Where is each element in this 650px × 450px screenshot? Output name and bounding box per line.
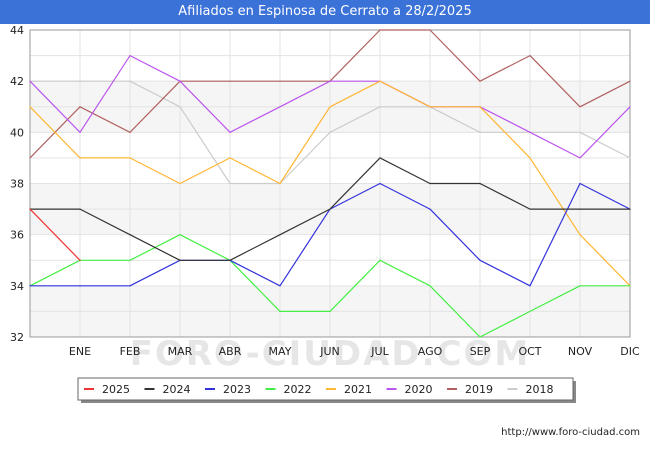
y-tick-label: 32 [10, 331, 24, 344]
legend-item-2018: 2018 [507, 383, 554, 396]
legend-item-2020: 2020 [386, 383, 433, 396]
legend-item-2025: 2025 [84, 383, 130, 396]
legend-label: 2020 [405, 383, 433, 396]
x-tick-label: NOV [568, 345, 593, 358]
y-tick-label: 40 [10, 126, 24, 139]
source-url: http://www.foro-ciudad.com [501, 427, 640, 438]
series-line-2020 [29, 54, 631, 159]
series-line-2025 [29, 208, 81, 261]
x-tick-label: JUN [319, 345, 340, 358]
watermark: FORO-CIUDAD.COM [130, 334, 531, 374]
x-tick-label: MAY [269, 345, 292, 358]
legend-item-2019: 2019 [447, 383, 493, 396]
y-tick-label: 44 [10, 24, 24, 37]
legend-label: 2021 [344, 383, 372, 396]
series-line-2024 [30, 157, 630, 261]
x-tick-label: FEB [120, 345, 141, 358]
x-tick-label: DIC [620, 345, 640, 358]
legend-label: 2018 [526, 383, 554, 396]
x-tick-label: ENE [69, 345, 91, 358]
legend-item-2023: 2023 [205, 383, 251, 396]
x-tick-label: AGO [418, 345, 443, 358]
legend-label: 2025 [102, 383, 130, 396]
series-2024 [29, 157, 631, 261]
x-tick-label: MAR [168, 345, 193, 358]
x-axis-ticks: ENE FEB MAR ABR MAY JUN JUL AGO SEP OCT NOV DIC [69, 345, 640, 358]
legend-label: 2019 [465, 383, 493, 396]
legend-item-2022: 2022 [265, 383, 312, 396]
legend-label: 2022 [284, 383, 312, 396]
legend-item-2024: 2024 [144, 383, 191, 396]
x-tick-label: ABR [219, 345, 242, 358]
plot-frame [29, 29, 631, 338]
series-line-2022 [29, 234, 630, 338]
series-line-2021 [29, 80, 631, 287]
y-tick-label: 38 [10, 178, 24, 191]
x-tick-label: SEP [470, 345, 491, 358]
x-tick-label: OCT [518, 345, 541, 358]
y-tick-label: 42 [10, 75, 24, 88]
y-axis-ticks: 32 34 36 38 40 42 44 [10, 24, 24, 344]
legend-label: 2024 [163, 383, 191, 396]
y-tick-label: 36 [10, 229, 24, 242]
legend-label: 2023 [223, 383, 251, 396]
y-tick-label: 34 [10, 280, 24, 293]
legend-item-2021: 2021 [326, 383, 372, 396]
legend-items: 2025 2024 2023 2022 2021 2020 2019 2018 [84, 383, 554, 396]
series-2025 [29, 208, 81, 261]
chart-title: Afiliados en Espinosa de Cerrato a 28/2/… [0, 0, 650, 24]
legend: 2025 2024 2023 2022 2021 2020 2019 2018 [77, 377, 576, 403]
x-tick-label: JUL [370, 345, 389, 358]
legend-box [77, 377, 574, 401]
series-lines [29, 29, 631, 338]
